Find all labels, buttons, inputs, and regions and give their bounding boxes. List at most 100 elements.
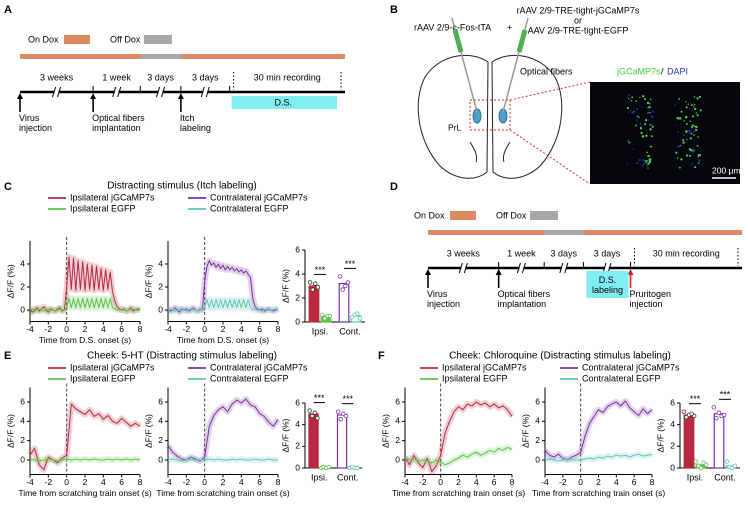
timeline-break bbox=[516, 262, 521, 274]
cell-dot bbox=[626, 163, 628, 165]
timeline-gap bbox=[54, 90, 59, 94]
data-point bbox=[722, 412, 727, 418]
data-point bbox=[698, 465, 704, 471]
timeline-break bbox=[117, 86, 122, 98]
cell-dot bbox=[645, 119, 648, 122]
x-tick-label: 8 bbox=[138, 477, 143, 487]
cell-dot bbox=[647, 167, 649, 169]
arrow-head bbox=[17, 93, 23, 99]
y-tick-label: 4 bbox=[395, 416, 400, 426]
category-label: Ipsi. bbox=[311, 472, 328, 482]
data-point bbox=[307, 408, 312, 413]
timeline-gap bbox=[158, 90, 163, 94]
y-tick-label: 0 bbox=[20, 304, 25, 314]
cell-dot bbox=[628, 141, 631, 144]
y-tick-label: 0 bbox=[158, 454, 163, 464]
x-tick-label: 2 bbox=[83, 324, 88, 334]
timeline-break bbox=[463, 262, 468, 274]
data-point bbox=[335, 409, 341, 414]
cell-dot bbox=[648, 155, 651, 157]
cell-dot bbox=[647, 107, 649, 109]
x-tick-label: 6 bbox=[632, 477, 637, 487]
panel-letter: A bbox=[4, 4, 12, 16]
data-point bbox=[692, 413, 697, 419]
zoom-line bbox=[509, 81, 591, 101]
x-tick-label: 0 bbox=[64, 477, 69, 487]
cell-dot bbox=[648, 160, 652, 164]
cell-dot bbox=[646, 151, 649, 154]
data-point bbox=[349, 315, 355, 320]
period-label: 3 days bbox=[551, 248, 578, 258]
cell-dot bbox=[686, 138, 688, 141]
cell-dot bbox=[627, 94, 630, 97]
y-tick-label: 6 bbox=[295, 244, 300, 254]
y-tick-label: 2 bbox=[535, 435, 540, 445]
x-tick-label: 8 bbox=[510, 477, 515, 487]
x-tick-label: 2 bbox=[83, 477, 88, 487]
cell-dot bbox=[640, 131, 643, 135]
cell-dot bbox=[698, 95, 702, 99]
cell-dot bbox=[679, 144, 681, 147]
data-point bbox=[307, 280, 313, 285]
cell-dot bbox=[684, 115, 688, 119]
off-dox-swatch bbox=[144, 35, 172, 44]
panel-title: Cheek: Chloroquine (Distracting stimulus… bbox=[449, 351, 671, 362]
category-label: Cont. bbox=[714, 472, 736, 482]
trace bbox=[29, 298, 140, 312]
cell-dot bbox=[694, 107, 697, 111]
cell-dot bbox=[695, 128, 698, 132]
data-point bbox=[355, 465, 360, 471]
x-tick-label: 4 bbox=[239, 477, 244, 487]
legend-label: Contralateral EGFP bbox=[582, 373, 661, 383]
cell-dot bbox=[645, 135, 647, 137]
x-axis-label: Time from D.S. onset (s) bbox=[177, 335, 269, 345]
x-axis-label: Time from scratching train onset (s) bbox=[18, 488, 152, 498]
category-label: Ipsi. bbox=[312, 326, 329, 336]
data-point bbox=[338, 417, 343, 422]
cell-dot bbox=[696, 97, 699, 100]
x-axis-label: Time from scratching train onset (s) bbox=[392, 488, 526, 498]
bar bbox=[336, 414, 348, 469]
brain-detail bbox=[469, 141, 511, 163]
cell-dot bbox=[650, 115, 654, 119]
y-tick-label: 4 bbox=[20, 258, 25, 268]
panel-letter: E bbox=[4, 350, 11, 362]
cell-dot bbox=[684, 125, 686, 127]
error-band bbox=[166, 296, 280, 315]
cell-dot bbox=[647, 154, 650, 158]
x-tick-label: 0 bbox=[202, 477, 207, 487]
period-label: 30 min recording bbox=[653, 248, 720, 258]
cell-dot bbox=[686, 123, 688, 125]
y-tick-label: 4 bbox=[20, 416, 25, 426]
x-tick-label: -2 bbox=[183, 477, 191, 487]
cell-dot bbox=[697, 162, 700, 164]
data-point bbox=[340, 287, 345, 292]
data-point bbox=[724, 459, 730, 464]
x-tick-label: 4 bbox=[101, 324, 106, 334]
cell-dot bbox=[635, 124, 637, 127]
cell-dot bbox=[675, 151, 678, 154]
period-label: 3 days bbox=[594, 248, 621, 258]
x-tick-label: -2 bbox=[45, 324, 53, 334]
prl-region bbox=[472, 108, 482, 124]
arrow-head bbox=[495, 269, 502, 275]
cell-dot bbox=[678, 166, 681, 169]
cell-dot bbox=[693, 96, 696, 98]
x-axis-label: Time from scratching train onset (s) bbox=[532, 488, 666, 498]
timeline-break bbox=[564, 262, 569, 274]
period-label: 3 days bbox=[147, 72, 174, 82]
x-tick-label: 6 bbox=[119, 324, 124, 334]
x-tick-label: 2 bbox=[456, 477, 461, 487]
cell-dot bbox=[677, 145, 680, 148]
cell-dot bbox=[649, 98, 652, 100]
timeline-break bbox=[161, 86, 166, 98]
cell-dot bbox=[646, 111, 650, 115]
significance-label: *** bbox=[690, 394, 701, 404]
cell-dot bbox=[690, 126, 693, 129]
cell-dot bbox=[686, 154, 689, 157]
cell-dot bbox=[690, 149, 693, 152]
y-tick-label: 0 bbox=[535, 454, 540, 464]
cell-dot bbox=[644, 161, 648, 165]
data-point bbox=[337, 274, 343, 279]
cell-dot bbox=[631, 111, 634, 115]
